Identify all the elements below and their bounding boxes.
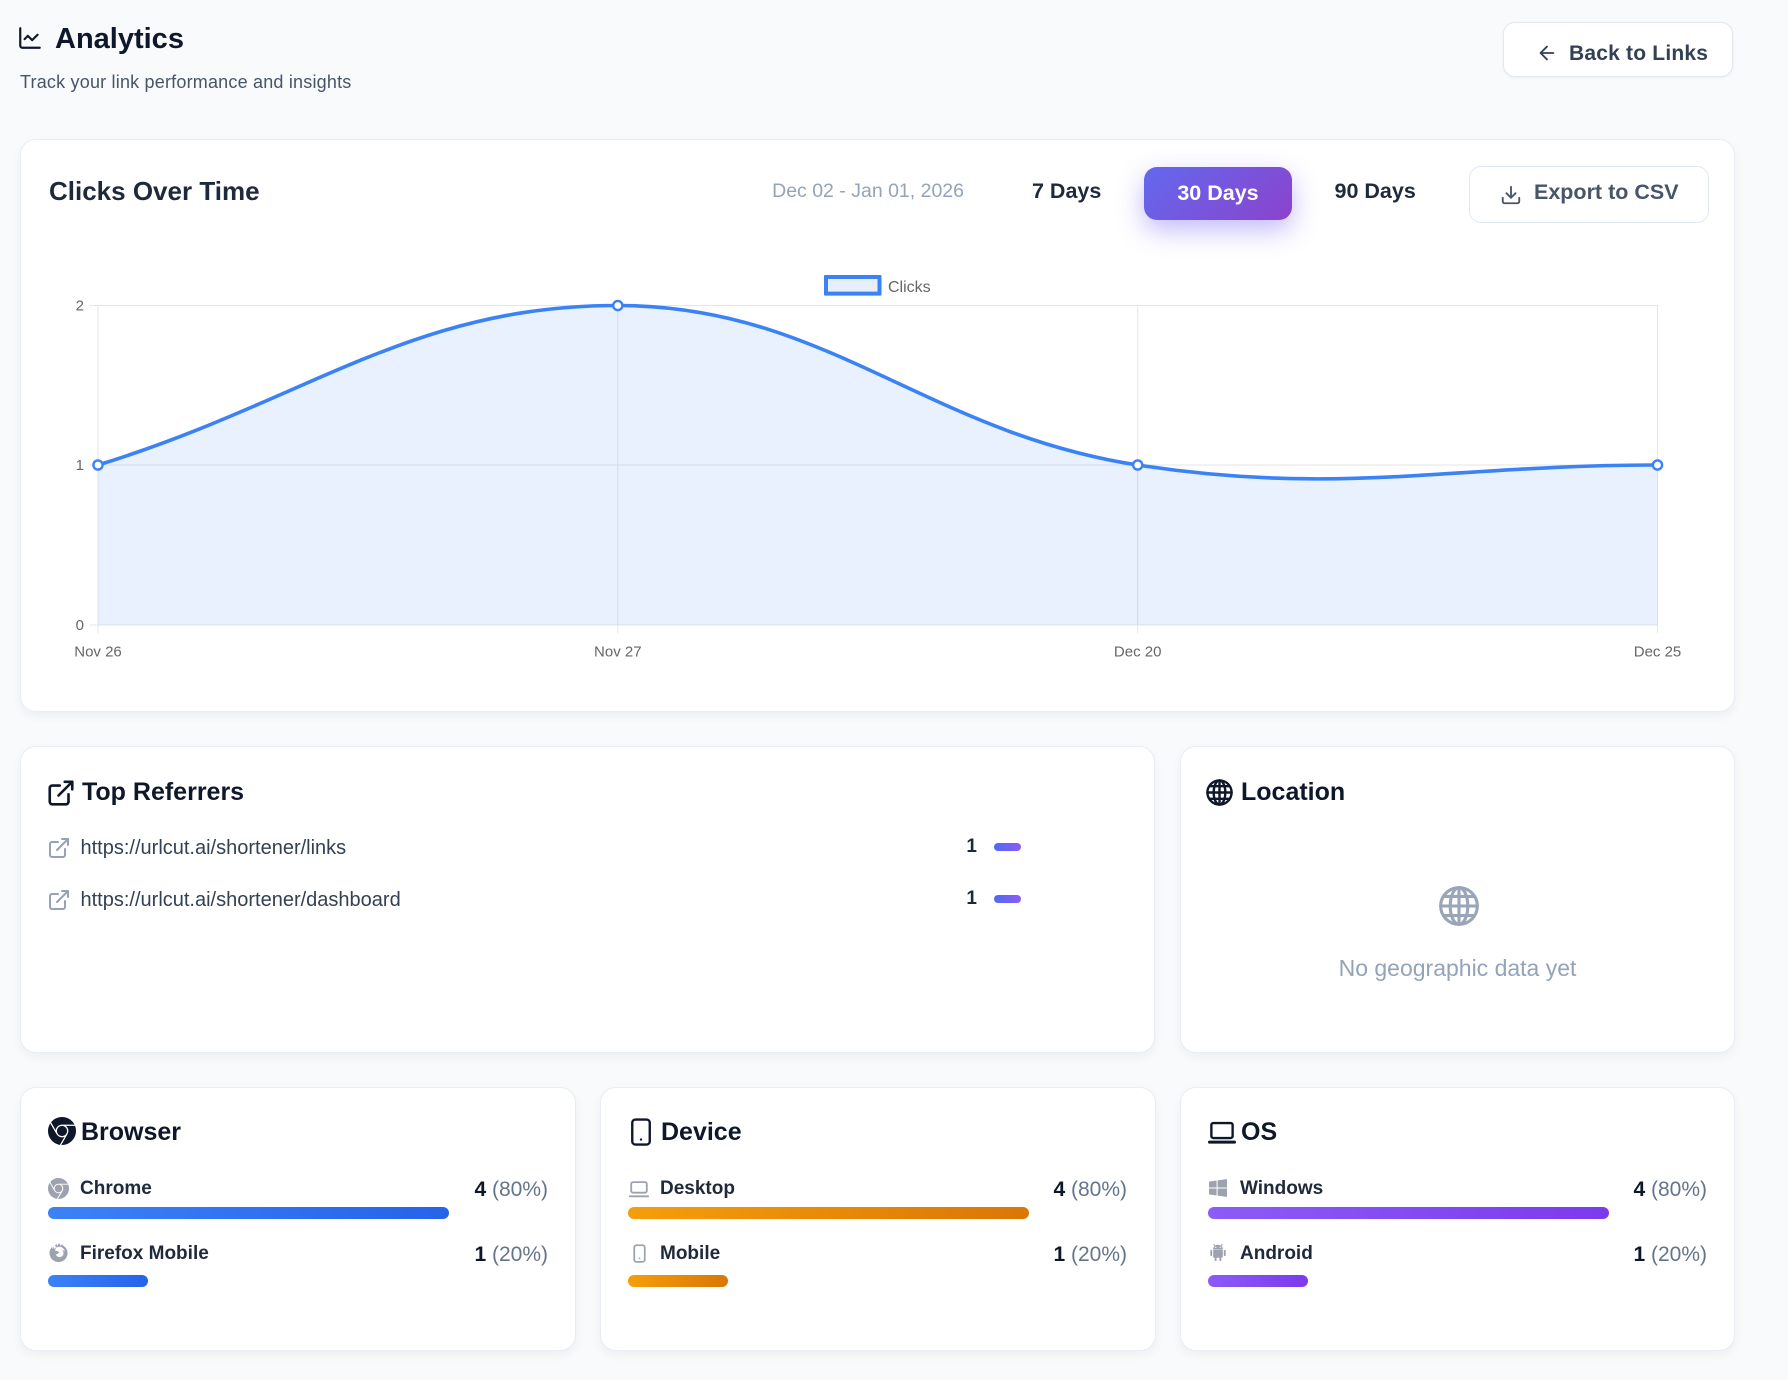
svg-text:Dec 20: Dec 20 <box>1114 644 1162 661</box>
svg-text:Clicks: Clicks <box>888 279 931 296</box>
svg-text:Nov 27: Nov 27 <box>594 644 642 661</box>
svg-text:0: 0 <box>76 617 84 634</box>
svg-text:2: 2 <box>76 298 84 315</box>
svg-text:Nov 26: Nov 26 <box>74 644 122 661</box>
svg-text:1: 1 <box>76 457 84 474</box>
svg-text:Dec 25: Dec 25 <box>1634 644 1682 661</box>
